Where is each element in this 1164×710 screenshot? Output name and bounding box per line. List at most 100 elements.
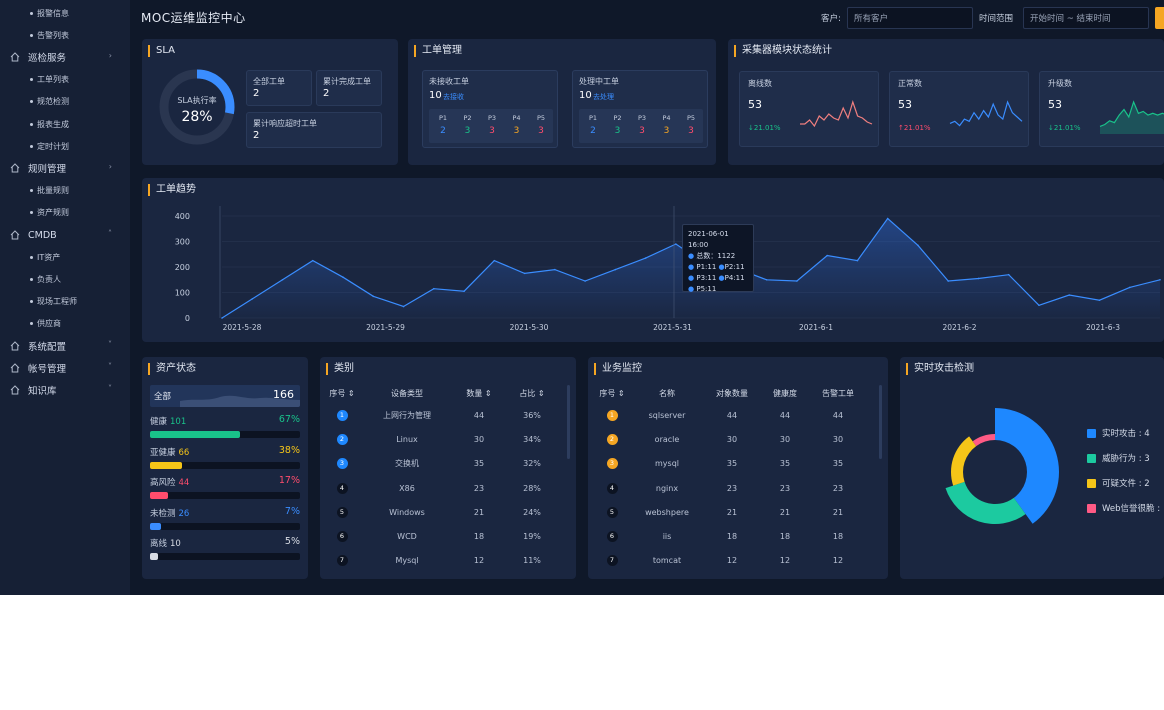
priority-column[interactable]: P4 3 bbox=[655, 109, 679, 136]
sidebar-item-label: 报表生成 bbox=[37, 119, 69, 129]
asset-row-fill bbox=[150, 492, 168, 499]
sidebar-item-11[interactable]: IT资产 bbox=[0, 246, 130, 268]
table-cell: tomcat bbox=[630, 549, 704, 573]
table-row[interactable]: 1 上网行为管理 44 36% bbox=[326, 403, 562, 427]
column-header[interactable]: 占比 ⇕ bbox=[519, 388, 545, 398]
sidebar-group-17[interactable]: 知识库 ˅ bbox=[0, 379, 130, 401]
work-order-action-link[interactable]: 去处理 bbox=[593, 93, 614, 101]
sidebar-group-7[interactable]: 规则管理 › bbox=[0, 157, 130, 179]
sidebar-group-16[interactable]: 帐号管理 ˅ bbox=[0, 357, 130, 379]
completed-orders-card[interactable]: 累计完成工单 2 bbox=[316, 70, 382, 106]
work-order-action-link[interactable]: 去接收 bbox=[443, 93, 464, 101]
column-header[interactable]: 序号 ⇕ bbox=[599, 388, 625, 398]
sidebar-item-1[interactable]: 告警列表 bbox=[0, 24, 130, 46]
sidebar-item-13[interactable]: 现场工程师 bbox=[0, 291, 130, 313]
sidebar-item-4[interactable]: 规范检测 bbox=[0, 91, 130, 113]
table-row[interactable]: 5 webshpere 21 21 21 bbox=[594, 500, 866, 524]
business-panel: 业务监控 序号 ⇕ 名称 对象数量 健康度 告警工单 1 sqlserver 44 44 44 2 o… bbox=[588, 357, 888, 579]
priority-column[interactable]: P5 3 bbox=[529, 109, 553, 136]
sidebar-item-9[interactable]: 资产规则 bbox=[0, 202, 130, 224]
table-cell: 35 bbox=[456, 452, 502, 476]
trend-point bbox=[463, 290, 465, 293]
sidebar-item-5[interactable]: 报表生成 bbox=[0, 113, 130, 135]
table-row[interactable]: 6 WCD 18 19% bbox=[326, 524, 562, 548]
table-row[interactable]: 1 sqlserver 44 44 44 bbox=[594, 403, 866, 427]
table-row[interactable]: 3 交换机 35 32% bbox=[326, 452, 562, 476]
sidebar-item-14[interactable]: 供应商 bbox=[0, 313, 130, 335]
column-header[interactable]: 序号 ⇕ bbox=[329, 388, 355, 398]
rank-badge: 3 bbox=[336, 458, 348, 470]
sidebar-item-3[interactable]: 工单列表 bbox=[0, 69, 130, 91]
sidebar-item-6[interactable]: 定时计划 bbox=[0, 135, 130, 157]
sidebar-group-2[interactable]: 巡检服务 › bbox=[0, 46, 130, 68]
priority-label: P1 bbox=[588, 114, 598, 122]
work-order-card[interactable]: 未接收工单 10 去接收 P1 2 P2 3 P3 3 P4 3 P5 3 bbox=[422, 70, 558, 148]
table-row[interactable]: 6 iis 18 18 18 bbox=[594, 524, 866, 548]
asset-row-track[interactable] bbox=[150, 461, 300, 469]
work-order-card[interactable]: 处理中工单 10 去处理 P1 2 P2 3 P3 3 P4 3 P5 3 bbox=[572, 70, 708, 148]
attack-donut-chart[interactable] bbox=[920, 397, 1070, 547]
collector-card[interactable]: 正常数 53 ↑21.01% bbox=[889, 71, 1029, 147]
legend-item[interactable]: 实时攻击 : 4 bbox=[1087, 427, 1150, 439]
table-cell: 35 bbox=[704, 452, 760, 476]
asset-total-bar[interactable]: 全部 166 bbox=[150, 385, 300, 407]
priority-column[interactable]: P2 3 bbox=[456, 109, 480, 136]
category-scrollbar[interactable] bbox=[567, 385, 570, 459]
column-header[interactable]: 对象数量 bbox=[716, 388, 748, 398]
cell-text: 12 bbox=[832, 556, 844, 566]
sidebar-item-8[interactable]: 批量规则 bbox=[0, 180, 130, 202]
column-header[interactable]: 健康度 bbox=[773, 388, 797, 398]
table-row[interactable]: 7 Mysql 12 11% bbox=[326, 549, 562, 573]
time-range-picker[interactable]: 开始时间 ~ 结束时间 bbox=[1023, 7, 1149, 29]
sidebar-item-0[interactable]: 报警信息 bbox=[0, 2, 130, 24]
legend-item[interactable]: 可疑文件 : 2 bbox=[1087, 477, 1150, 489]
table-row[interactable]: 3 mysql 35 35 35 bbox=[594, 452, 866, 476]
all-orders-card[interactable]: 全部工单 2 bbox=[246, 70, 312, 106]
priority-column[interactable]: P5 3 bbox=[679, 109, 703, 136]
table-row[interactable]: 4 X86 23 28% bbox=[326, 476, 562, 500]
priority-column[interactable]: P4 3 bbox=[505, 109, 529, 136]
donut-slice[interactable] bbox=[945, 481, 1026, 524]
priority-column[interactable]: P2 3 bbox=[606, 109, 630, 136]
collector-card[interactable]: 升级数 53 ↓21.01% bbox=[1039, 71, 1164, 147]
timeout-orders-card[interactable]: 累计响应超时工单 2 bbox=[246, 112, 382, 148]
search-button[interactable] bbox=[1155, 7, 1164, 29]
sidebar-group-15[interactable]: 系统配置 ˅ bbox=[0, 335, 130, 357]
asset-row-label: 亚健康 66 bbox=[150, 446, 189, 458]
table-row[interactable]: 7 tomcat 12 12 12 bbox=[594, 549, 866, 573]
column-header[interactable]: 数量 ⇕ bbox=[466, 388, 492, 398]
cell-text: 21 bbox=[726, 507, 738, 517]
trend-point bbox=[342, 276, 344, 278]
business-scrollbar[interactable] bbox=[879, 385, 882, 459]
collector-card[interactable]: 离线数 53 ↓21.01% bbox=[739, 71, 879, 147]
priority-column[interactable]: P1 2 bbox=[431, 109, 455, 136]
sidebar-group-10[interactable]: CMDB ˄ bbox=[0, 224, 130, 246]
donut-slice[interactable] bbox=[972, 434, 995, 447]
cell-text: 28% bbox=[523, 483, 541, 493]
sidebar-item-12[interactable]: 负责人 bbox=[0, 268, 130, 290]
donut-slice[interactable] bbox=[951, 436, 977, 486]
table-row[interactable]: 4 nginx 23 23 23 bbox=[594, 476, 866, 500]
cell-text: webshpere bbox=[645, 507, 689, 517]
priority-column[interactable]: P3 3 bbox=[480, 109, 504, 136]
cell-text: 21 bbox=[779, 507, 791, 517]
table-row[interactable]: 2 oracle 30 30 30 bbox=[594, 427, 866, 451]
customer-select[interactable]: 所有客户 bbox=[847, 7, 973, 29]
asset-row-track[interactable] bbox=[150, 431, 300, 438]
asset-row-track[interactable] bbox=[150, 522, 300, 530]
column-header[interactable]: 设备类型 bbox=[391, 388, 423, 398]
asset-row-track[interactable] bbox=[150, 553, 300, 560]
column-header[interactable]: 告警工单 bbox=[822, 388, 854, 398]
priority-column[interactable]: P3 3 bbox=[630, 109, 654, 136]
trend-chart[interactable]: 400 300 200 100 0 2021-5-28 2021-5-29 2021-5-30… bbox=[142, 178, 1164, 342]
priority-column[interactable]: P1 2 bbox=[581, 109, 605, 136]
donut-slice[interactable] bbox=[995, 408, 1059, 524]
column-header[interactable]: 名称 bbox=[659, 388, 675, 398]
trend-point bbox=[584, 280, 586, 282]
asset-row-track[interactable] bbox=[150, 492, 300, 499]
table-row[interactable]: 5 Windows 21 24% bbox=[326, 500, 562, 524]
legend-item[interactable]: 威胁行为 : 3 bbox=[1087, 452, 1150, 464]
legend-item[interactable]: Web信誉很脆 : bbox=[1087, 502, 1160, 514]
table-row[interactable]: 2 Linux 30 34% bbox=[326, 427, 562, 451]
legend-swatch bbox=[1087, 453, 1096, 463]
